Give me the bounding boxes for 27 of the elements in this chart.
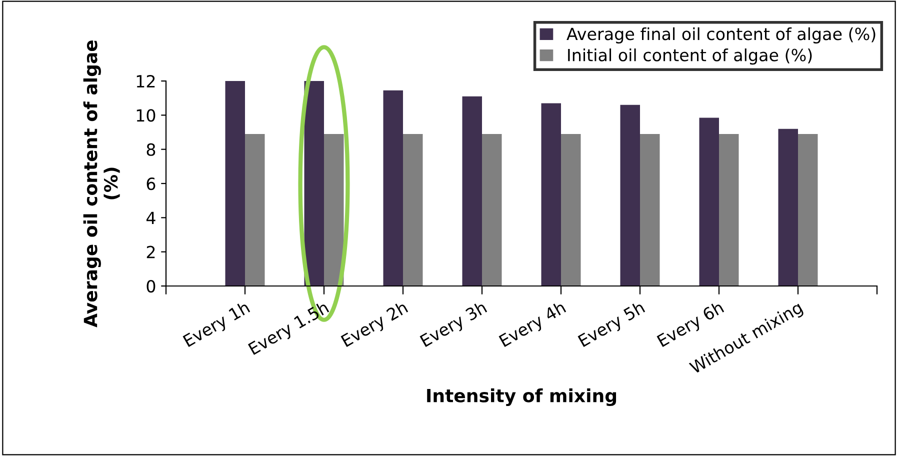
bar — [699, 118, 719, 286]
bar — [640, 134, 660, 286]
bar — [620, 104, 640, 286]
y-tick-label: 8 — [146, 143, 156, 156]
y-tick-label: 0 — [146, 280, 156, 293]
bar — [403, 134, 423, 286]
bar — [383, 90, 403, 286]
bar — [225, 81, 245, 286]
y-axis-title: Average oil content of algae (%) — [83, 40, 120, 328]
bar — [304, 81, 324, 286]
x-axis-title: Intensity of mixing — [427, 388, 616, 406]
bar — [541, 103, 561, 286]
y-tick-label: 10 — [136, 109, 156, 122]
y-tick-label: 12 — [136, 74, 155, 88]
bar — [778, 128, 798, 286]
bar — [324, 134, 344, 286]
bar — [719, 134, 739, 286]
y-tick-label: 4 — [146, 212, 156, 224]
bar — [245, 134, 265, 286]
bar — [462, 96, 482, 286]
bar — [798, 134, 818, 286]
y-tick-label: 6 — [146, 177, 156, 190]
y-tick-label: 2 — [146, 246, 155, 258]
bar — [561, 134, 581, 286]
legend-label: Initial oil content of algae (%) — [568, 48, 812, 65]
bar — [482, 134, 502, 286]
legend-label: Average final oil content of algae (%) — [566, 27, 876, 44]
